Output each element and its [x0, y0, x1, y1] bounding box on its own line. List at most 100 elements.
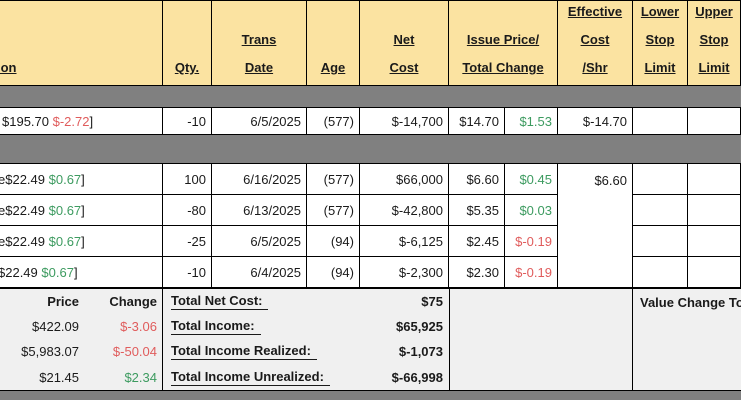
cell-description[interactable]: e $22.49 $0.67] — [0, 226, 163, 257]
cell-net-cost[interactable]: $-6,125 — [360, 226, 449, 257]
header-issue-price-total-change[interactable]: Issue Price/ Total Change — [449, 1, 558, 85]
cell-total-change[interactable]: $0.03 — [505, 195, 558, 226]
cell-total-change[interactable]: $-0.19 — [505, 226, 558, 257]
cell-lower-stop-limit[interactable] — [633, 257, 688, 288]
separator-band — [0, 135, 741, 163]
change-column-header: Change — [109, 294, 157, 309]
table-row: $22.49 $0.67] -10 6/4/2025 (94) $-2,300 … — [0, 257, 741, 288]
quote-price[interactable]: $5,983.07 — [21, 344, 79, 359]
summary-value-change-panel: Value Change Tod — [633, 289, 741, 390]
cell-trans-date[interactable]: 6/5/2025 — [212, 226, 307, 257]
header-effective-cost[interactable]: Effective Cost /Shr — [558, 1, 633, 85]
cell-description[interactable]: e $22.49 $0.67] — [0, 164, 163, 195]
cell-trans-date[interactable]: 6/5/2025 — [212, 108, 307, 134]
cell-issue-price[interactable]: $6.60 — [449, 164, 505, 195]
desc-suffix: ] — [81, 233, 85, 249]
price-column-header: Price — [47, 294, 79, 309]
cell-qty[interactable]: -80 — [163, 195, 212, 226]
cell-lower-stop-limit[interactable] — [633, 108, 688, 134]
cell-net-cost[interactable]: $-42,800 — [360, 195, 449, 226]
desc-prefix: e — [0, 172, 5, 187]
cell-upper-stop-limit[interactable] — [688, 226, 741, 257]
header-upper-stop-label: Upper Stop Limit — [695, 4, 733, 75]
value-change-today-label: Value Change Tod — [640, 295, 741, 310]
summary-total-row: Total Income Unrealized: $-66,998 — [163, 364, 449, 390]
cell-age[interactable]: (94) — [307, 257, 360, 288]
cell-upper-stop-limit[interactable] — [688, 195, 741, 226]
cell-total-change[interactable]: $0.45 — [505, 164, 558, 195]
cell-description[interactable]: $195.70 $-2.72] — [0, 108, 163, 134]
quote-change[interactable]: $-3.06 — [120, 319, 157, 334]
cell-trans-date[interactable]: 6/16/2025 — [212, 164, 307, 195]
quote-price[interactable]: $21.45 — [39, 369, 79, 385]
cell-age[interactable]: (94) — [307, 226, 360, 257]
cell-issue-price[interactable]: $2.30 — [449, 257, 505, 288]
header-age-label: Age — [320, 60, 346, 75]
cell-lower-stop-limit[interactable] — [633, 195, 688, 226]
summary-quote-row: $422.09 $-3.06 — [0, 314, 163, 339]
cell-qty[interactable]: 100 — [163, 164, 212, 195]
table-row: e $22.49 $0.67] -25 6/5/2025 (94) $-6,12… — [0, 226, 741, 257]
total-value[interactable]: $-66,998 — [391, 369, 443, 385]
total-value[interactable]: $75 — [421, 294, 443, 309]
quote-change[interactable]: $-50.04 — [112, 344, 157, 359]
header-trans-date-label: Trans Date — [241, 32, 277, 75]
cell-trans-date[interactable]: 6/4/2025 — [212, 257, 307, 288]
desc-price: $22.49 — [5, 202, 45, 218]
header-net-cost[interactable]: Net Cost — [360, 1, 449, 85]
cell-issue-price[interactable]: $5.35 — [449, 195, 505, 226]
cell-qty[interactable]: -25 — [163, 226, 212, 257]
desc-change: $0.67 — [48, 171, 82, 187]
desc-change: $0.67 — [48, 202, 82, 218]
cell-effective-cost-merged[interactable] — [558, 195, 633, 226]
cell-qty[interactable]: -10 — [163, 257, 212, 288]
cell-net-cost[interactable]: $-14,700 — [360, 108, 449, 134]
cell-effective-cost[interactable]: $-14.70 — [558, 108, 633, 134]
table-header-row: ion Qty. Trans Date Age Net Cost Issue P… — [0, 0, 741, 86]
header-age[interactable]: Age — [307, 1, 360, 85]
desc-suffix: ] — [81, 202, 85, 218]
cell-age[interactable]: (577) — [307, 108, 360, 134]
cell-description[interactable]: $22.49 $0.67] — [0, 257, 163, 288]
total-label: Total Income: — [163, 318, 339, 335]
cell-upper-stop-limit[interactable] — [688, 257, 741, 288]
cell-lower-stop-limit[interactable] — [633, 164, 688, 195]
quote-price[interactable]: $422.09 — [32, 319, 79, 334]
cell-age[interactable]: (577) — [307, 195, 360, 226]
cell-issue-price[interactable]: $2.45 — [449, 226, 505, 257]
cell-effective-cost-merged[interactable] — [558, 257, 633, 288]
header-lower-stop-limit[interactable]: Lower Stop Limit — [633, 1, 688, 85]
header-upper-stop-limit[interactable]: Upper Stop Limit — [688, 1, 741, 85]
summary-total-row: Total Income Realized: $-1,073 — [163, 339, 449, 364]
cell-issue-price[interactable]: $14.70 — [449, 108, 505, 134]
cell-total-change[interactable]: $-0.19 — [505, 257, 558, 288]
cell-net-cost[interactable]: $-2,300 — [360, 257, 449, 288]
total-value[interactable]: $-1,073 — [398, 344, 443, 359]
quote-change[interactable]: $2.34 — [124, 369, 157, 385]
cell-lower-stop-limit[interactable] — [633, 226, 688, 257]
cell-effective-cost-merged[interactable] — [558, 164, 633, 195]
summary-quote-row: $5,983.07 $-50.04 — [0, 339, 163, 364]
summary-quote-header-row: Price Change — [0, 289, 163, 314]
cell-trans-date[interactable]: 6/13/2025 — [212, 195, 307, 226]
cell-qty[interactable]: -10 — [163, 108, 212, 134]
header-qty-label: Qty. — [174, 60, 200, 75]
cell-upper-stop-limit[interactable] — [688, 108, 741, 134]
cell-age[interactable]: (577) — [307, 164, 360, 195]
header-description-label: ion — [0, 60, 17, 75]
header-description[interactable]: ion — [0, 1, 163, 85]
header-qty[interactable]: Qty. — [163, 1, 212, 85]
total-value[interactable]: $65,925 — [396, 319, 443, 334]
cell-total-change[interactable]: $1.53 — [505, 108, 558, 134]
desc-price: $22.49 — [5, 233, 45, 249]
table-row: e $22.49 $0.67] 100 6/16/2025 (577) $66,… — [0, 164, 741, 195]
desc-change: $-2.72 — [52, 113, 90, 129]
header-trans-date[interactable]: Trans Date — [212, 1, 307, 85]
cell-net-cost[interactable]: $66,000 — [360, 164, 449, 195]
cell-effective-cost-merged[interactable] — [558, 226, 633, 257]
desc-price: $22.49 — [0, 264, 38, 280]
cell-upper-stop-limit[interactable] — [688, 164, 741, 195]
cell-description[interactable]: e $22.49 $0.67] — [0, 195, 163, 226]
desc-change: $0.67 — [41, 264, 74, 280]
desc-price: $195.70 — [2, 113, 49, 129]
